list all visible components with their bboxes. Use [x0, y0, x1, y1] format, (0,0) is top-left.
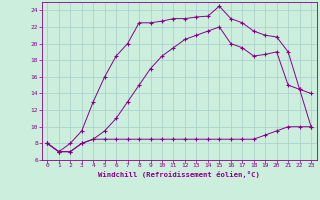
X-axis label: Windchill (Refroidissement éolien,°C): Windchill (Refroidissement éolien,°C) — [98, 171, 260, 178]
